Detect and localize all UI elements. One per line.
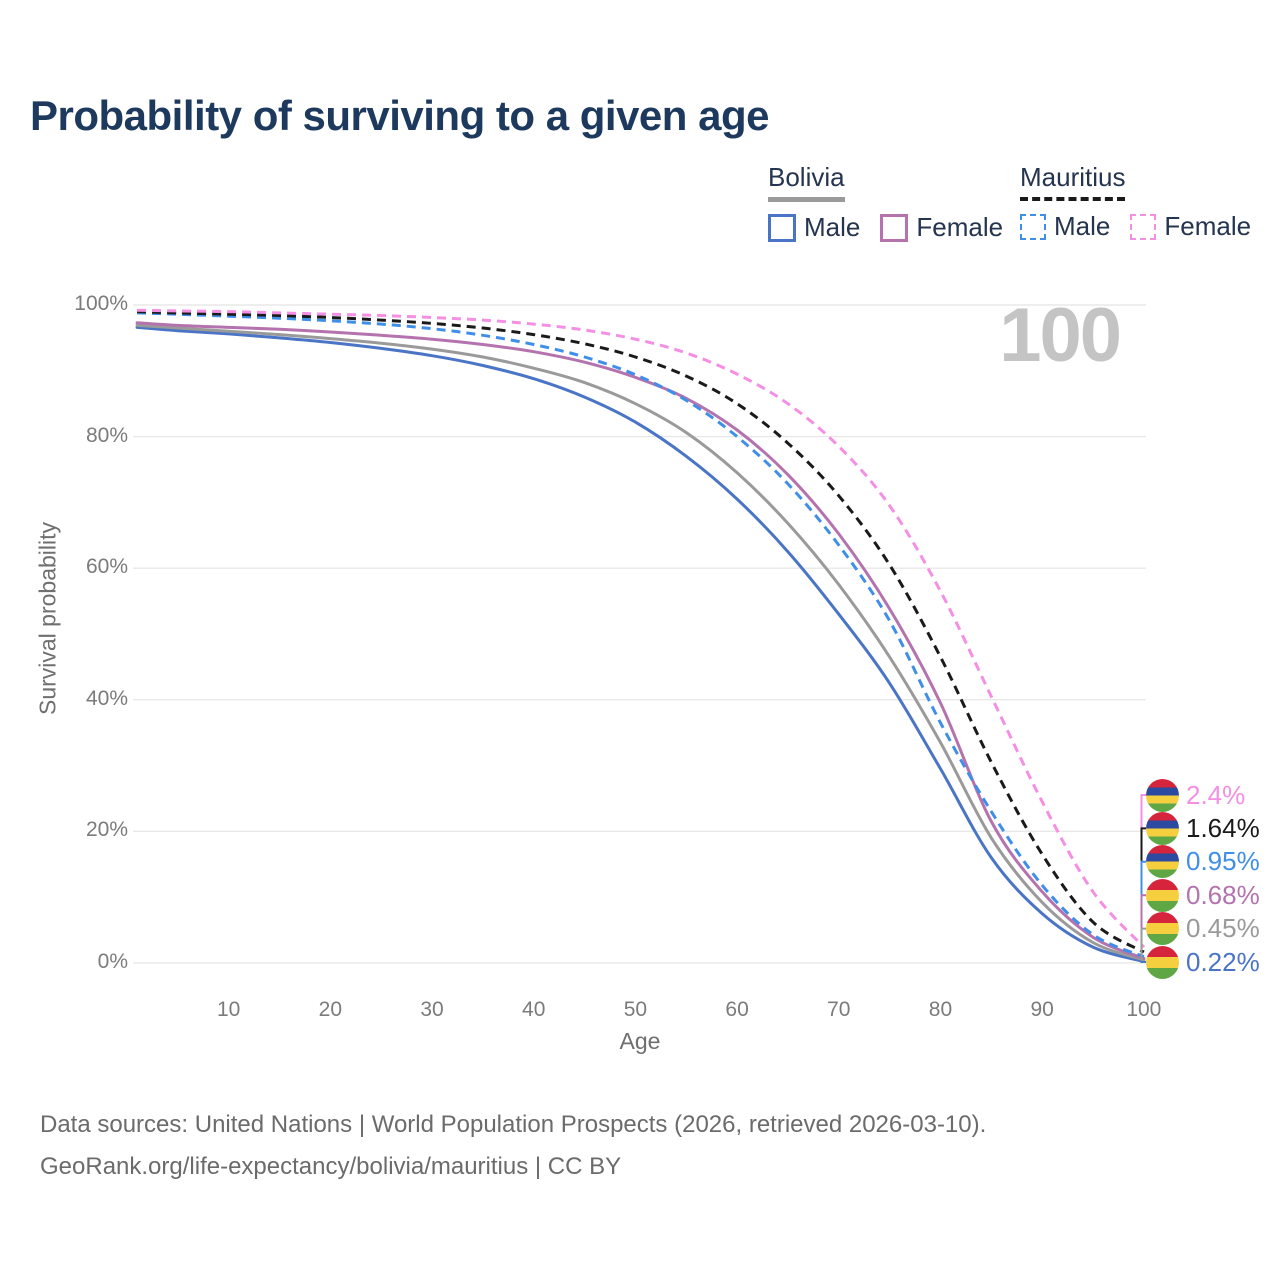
- legend-swatch-mauritius-male[interactable]: [1020, 213, 1046, 240]
- legend-item-bolivia-male[interactable]: Male: [768, 212, 860, 243]
- x-axis-title: Age: [619, 1028, 661, 1054]
- legend-country-mauritius[interactable]: Mauritius: [1020, 162, 1126, 201]
- legend-country-label: Mauritius: [1020, 162, 1126, 192]
- legend-item-label: Male: [1054, 211, 1111, 241]
- y-tick-label: 80%: [85, 423, 128, 447]
- mauritius-flag-icon: [1146, 778, 1179, 812]
- bolivia-flag-icon: [1146, 878, 1179, 912]
- legend-group-bolivia: Bolivia Male Female: [768, 162, 1003, 243]
- source-footer: Data sources: United Nations | World Pop…: [40, 1104, 986, 1188]
- series-line-bolivia-male[interactable]: [135, 325, 1146, 963]
- y-tick-label: 0%: [97, 949, 128, 973]
- end-label-value: 0.68%: [1186, 879, 1260, 910]
- x-tick-label: 100: [1126, 998, 1162, 1021]
- legend-item-label: Female: [916, 212, 1004, 242]
- x-tick-label: 20: [318, 998, 342, 1021]
- series-end-label: 1.64%: [1146, 811, 1260, 845]
- bolivia-flag-icon: [1146, 945, 1179, 979]
- x-tick-label: 40: [522, 998, 546, 1021]
- series-line-mauritius-both[interactable]: [137, 310, 1145, 954]
- label-leader-line: [1140, 927, 1146, 960]
- legend-swatch-bolivia-male[interactable]: [768, 213, 796, 242]
- series-line-mauritius-male[interactable]: [137, 311, 1145, 958]
- y-tick-label: 60%: [85, 555, 128, 579]
- end-label-value: 2.4%: [1186, 779, 1246, 810]
- y-tick-label: 100%: [74, 292, 128, 315]
- x-tick-label: 30: [420, 998, 444, 1021]
- legend-line-sample-mauritius: [1020, 197, 1126, 201]
- y-tick-label: 20%: [85, 818, 128, 842]
- legend-swatch-bolivia-female[interactable]: [880, 213, 909, 242]
- series-line-mauritius-female[interactable]: [137, 308, 1146, 949]
- end-label-value: 0.22%: [1186, 946, 1260, 977]
- x-tick-label: 90: [1030, 998, 1054, 1021]
- x-tick-label: 80: [928, 998, 953, 1021]
- legend-country-bolivia[interactable]: Bolivia: [768, 162, 845, 202]
- mauritius-flag-icon: [1146, 811, 1179, 845]
- legend-item-bolivia-female[interactable]: Female: [880, 212, 1003, 243]
- y-tick-label: 40%: [85, 686, 128, 710]
- series-end-label: 0.68%: [1146, 878, 1260, 912]
- label-leader-line: [1140, 961, 1146, 963]
- legend-item-label: Female: [1164, 211, 1252, 241]
- legend-item-mauritius-female[interactable]: Female: [1130, 211, 1251, 242]
- page-title: Probability of surviving to a given age: [30, 92, 769, 139]
- series-line-bolivia-female[interactable]: [135, 321, 1146, 960]
- age-watermark: 100: [999, 293, 1122, 378]
- series-end-label: 0.45%: [1146, 912, 1260, 946]
- y-axis-title: Survival probability: [34, 521, 61, 716]
- legend-group-mauritius: Mauritius Male Female: [1020, 162, 1251, 242]
- mauritius-flag-icon: [1146, 845, 1179, 879]
- end-label-value: 1.64%: [1186, 812, 1260, 843]
- series-end-label: 0.95%: [1146, 845, 1260, 879]
- legend-line-sample-bolivia: [768, 197, 845, 202]
- x-tick-label: 70: [827, 998, 851, 1021]
- series-line-bolivia-both[interactable]: [135, 323, 1146, 962]
- bolivia-flag-icon: [1146, 912, 1179, 946]
- x-tick-label: 10: [216, 998, 241, 1021]
- legend-swatch-mauritius-female[interactable]: [1130, 213, 1157, 240]
- data-source-line: Data sources: United Nations | World Pop…: [40, 1111, 987, 1138]
- end-label-value: 0.95%: [1186, 846, 1260, 877]
- end-label-value: 0.45%: [1186, 913, 1260, 944]
- x-tick-label: 50: [623, 998, 648, 1021]
- attribution-line: GeoRank.org/life-expectancy/bolivia/maur…: [40, 1153, 622, 1180]
- legend-item-mauritius-male[interactable]: Male: [1020, 211, 1110, 242]
- series-end-label: 0.22%: [1146, 945, 1260, 979]
- x-tick-label: 60: [725, 998, 749, 1021]
- series-end-label: 2.4%: [1146, 778, 1245, 812]
- legend-item-label: Male: [804, 212, 861, 242]
- legend-country-label: Bolivia: [768, 162, 845, 192]
